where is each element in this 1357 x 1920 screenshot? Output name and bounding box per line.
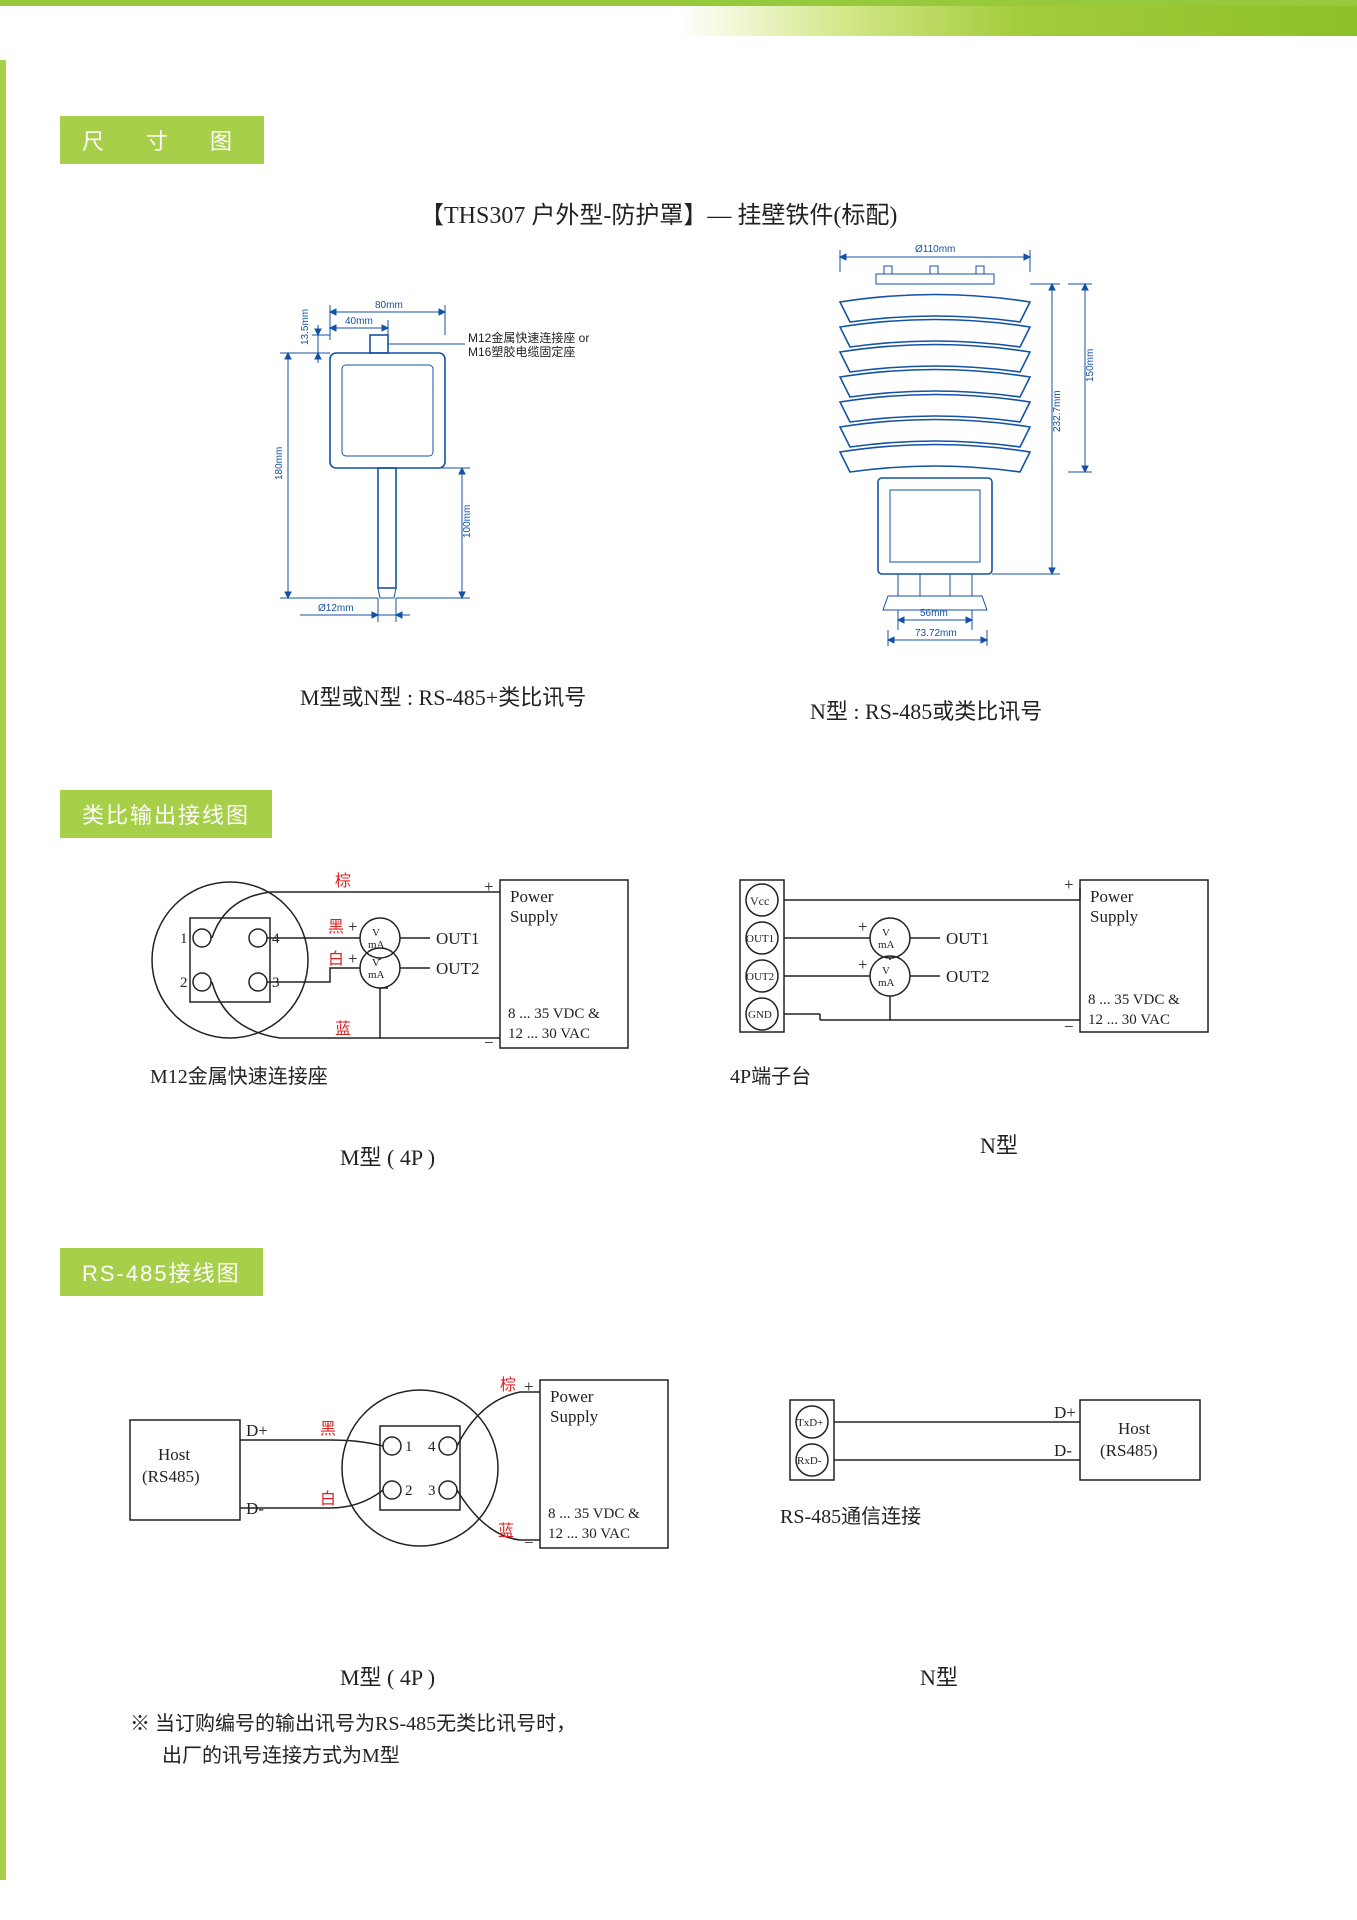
range2: 12 ... 30 VAC bbox=[508, 1026, 590, 1042]
analog-right-type: N型 bbox=[980, 1128, 1018, 1160]
dim-13-5mm: 13.5mm bbox=[300, 309, 311, 345]
svg-text:8 ... 35 VDC &: 8 ... 35 VDC & bbox=[548, 1506, 640, 1522]
dim-40mm: 40mm bbox=[345, 316, 373, 327]
out2-l: OUT2 bbox=[436, 959, 479, 978]
svg-text:8 ... 35 VDC &: 8 ... 35 VDC & bbox=[1088, 992, 1180, 1008]
svg-text:Power: Power bbox=[550, 1387, 594, 1406]
svg-text:TxD+: TxD+ bbox=[797, 1417, 823, 1429]
rs485-n-diagram: TxD+ RxD- Host (RS485) D+ D- bbox=[770, 1380, 1230, 1520]
svg-text:1: 1 bbox=[405, 1439, 413, 1455]
svg-text:Supply: Supply bbox=[510, 907, 559, 926]
dim-180mm: 180mm bbox=[274, 447, 285, 480]
page-title: 【THS307 户外型-防护罩】— 挂壁铁件(标配) bbox=[420, 195, 897, 230]
wire-black: 黑 bbox=[328, 919, 344, 936]
dim-right-caption: N型 : RS-485或类比讯号 bbox=[810, 694, 1042, 726]
analog-left-sub: M12金属快速连接座 bbox=[150, 1060, 328, 1089]
rs485-left-type: M型 ( 4P ) bbox=[340, 1660, 435, 1692]
svg-text:+: + bbox=[524, 1377, 534, 1396]
footnote: ※ 当订购编号的输出讯号为RS-485无类比讯号时， 出厂的讯号连接方式为M型 bbox=[130, 1708, 576, 1772]
svg-text:棕: 棕 bbox=[500, 1376, 516, 1394]
svg-text:V: V bbox=[372, 927, 380, 939]
wire-white: 白 bbox=[328, 950, 344, 968]
svg-text:黑: 黑 bbox=[320, 1421, 336, 1438]
dim-80mm: 80mm bbox=[375, 300, 403, 311]
svg-text:Power: Power bbox=[1090, 887, 1134, 906]
svg-text:2: 2 bbox=[405, 1483, 413, 1499]
top-banner bbox=[0, 0, 1357, 36]
svg-text:Supply: Supply bbox=[550, 1407, 599, 1426]
range1: 8 ... 35 VDC & bbox=[508, 1006, 600, 1022]
dim-diagram-left: 80mm 40mm 13.5mm M12金属快速连接座 or M16塑胶电缆固定… bbox=[240, 250, 660, 650]
analog-n-diagram: Vcc OUT1 OUT2 GND PowerSupply 8 ... 35 V… bbox=[720, 860, 1240, 1060]
svg-text:GND: GND bbox=[748, 1009, 772, 1021]
wire-blue: 蓝 bbox=[335, 1020, 351, 1038]
out1-l: OUT1 bbox=[436, 929, 479, 948]
svg-text:OUT2: OUT2 bbox=[746, 971, 774, 983]
svg-text:D+: D+ bbox=[246, 1421, 268, 1440]
dim-100mm: 100mm bbox=[462, 505, 473, 538]
section-dimensions: 尺 寸 图 bbox=[60, 116, 264, 164]
svg-text:D+: D+ bbox=[1054, 1403, 1076, 1422]
svg-text:Vcc: Vcc bbox=[750, 894, 769, 908]
svg-text:1: 1 bbox=[180, 931, 188, 947]
svg-text:12 ... 30 VAC: 12 ... 30 VAC bbox=[1088, 1012, 1170, 1028]
svg-text:V: V bbox=[372, 957, 380, 969]
svg-text:OUT2: OUT2 bbox=[946, 967, 989, 986]
svg-text:Host: Host bbox=[158, 1445, 190, 1464]
svg-text:mA: mA bbox=[878, 939, 895, 951]
svg-text:3: 3 bbox=[428, 1483, 436, 1499]
svg-text:OUT1: OUT1 bbox=[746, 933, 774, 945]
svg-text:V: V bbox=[882, 927, 890, 939]
connector-note-1: M12金属快速连接座 or bbox=[468, 330, 589, 345]
analog-left-type: M型 ( 4P ) bbox=[340, 1140, 435, 1172]
connector-note-2: M16塑胶电缆固定座 bbox=[468, 344, 575, 359]
svg-text:mA: mA bbox=[368, 969, 385, 981]
svg-text:4: 4 bbox=[428, 1439, 436, 1455]
dim-d110: Ø110mm bbox=[915, 244, 955, 255]
dim-73-72: 73.72mm bbox=[915, 628, 957, 639]
wire-brown: 棕 bbox=[335, 872, 351, 890]
rs485-right-type: N型 bbox=[920, 1660, 958, 1692]
analog-m-diagram: 1 4 2 3 Power Supply 8 ... 35 VDC & 12 .… bbox=[130, 860, 650, 1080]
analog-right-sub: 4P端子台 bbox=[730, 1060, 811, 1089]
svg-text:mA: mA bbox=[368, 939, 385, 951]
left-stripe bbox=[0, 60, 6, 1880]
svg-text:mA: mA bbox=[878, 977, 895, 989]
svg-text:+: + bbox=[858, 917, 868, 936]
svg-text:RxD-: RxD- bbox=[797, 1455, 822, 1467]
section-rs485: RS-485接线图 bbox=[60, 1248, 263, 1296]
dim-150: 150mm bbox=[1085, 349, 1096, 382]
dim-232-7: 232.7mm bbox=[1052, 390, 1063, 432]
svg-text:Supply: Supply bbox=[1090, 907, 1139, 926]
svg-text:4: 4 bbox=[272, 931, 280, 947]
svg-text:+: + bbox=[484, 877, 494, 896]
svg-text:Host: Host bbox=[1118, 1419, 1150, 1438]
svg-text:蓝: 蓝 bbox=[498, 1522, 514, 1540]
svg-text:OUT1: OUT1 bbox=[946, 929, 989, 948]
svg-text:+: + bbox=[348, 917, 358, 936]
svg-text:−: − bbox=[484, 1033, 494, 1052]
dim-d12: Ø12mm bbox=[318, 603, 354, 614]
dim-56: 56mm bbox=[920, 608, 948, 619]
svg-text:(RS485): (RS485) bbox=[142, 1467, 200, 1486]
svg-text:12 ... 30 VAC: 12 ... 30 VAC bbox=[548, 1526, 630, 1542]
svg-text:D-: D- bbox=[1054, 1441, 1072, 1460]
svg-text:−: − bbox=[524, 1533, 534, 1552]
section-analog: 类比输出接线图 bbox=[60, 790, 272, 838]
ps-label: Power bbox=[510, 887, 554, 906]
svg-text:+: + bbox=[348, 949, 358, 968]
svg-text:(RS485): (RS485) bbox=[1100, 1441, 1158, 1460]
svg-text:2: 2 bbox=[180, 975, 188, 991]
dim-left-caption: M型或N型 : RS-485+类比讯号 bbox=[300, 680, 586, 712]
svg-text:白: 白 bbox=[320, 1490, 336, 1508]
rs485-m-diagram: Host(RS485) D+ D- 1 4 2 3 PowerSupply 8 … bbox=[120, 1360, 680, 1580]
dim-diagram-right: Ø110mm 232.7mm 150mm 56mm 73 bbox=[780, 232, 1160, 662]
svg-text:+: + bbox=[858, 955, 868, 974]
svg-text:+: + bbox=[1064, 875, 1074, 894]
svg-text:V: V bbox=[882, 965, 890, 977]
rs485-right-sub: RS-485通信连接 bbox=[780, 1500, 921, 1529]
svg-text:3: 3 bbox=[272, 975, 280, 991]
